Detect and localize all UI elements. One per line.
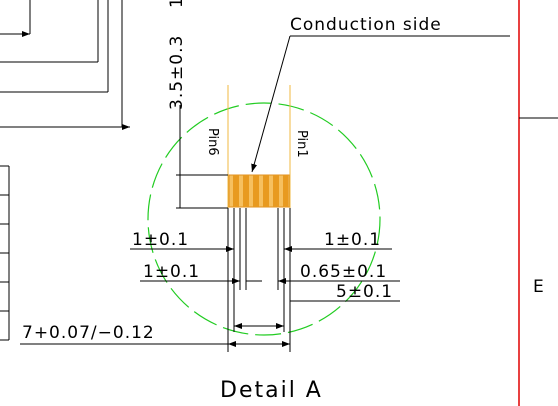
pin-left: Pin6 [205, 128, 220, 156]
pin-right: Pin1 [294, 130, 309, 158]
dimension-lines [20, 35, 510, 352]
connector [227, 85, 291, 208]
dim-pad-width: 0.65±0.1 [300, 262, 387, 282]
conduction-side: Conduction side [290, 15, 442, 35]
dim-gap-left: 1±0.1 [143, 262, 200, 282]
detail-title: Detail A [220, 378, 323, 403]
dim-span: 5±0.1 [336, 282, 393, 302]
dim-pitch-left: 1±0.1 [132, 230, 189, 250]
dim-total: 7+0.07/−0.12 [22, 323, 155, 343]
side-label: E [533, 277, 544, 297]
top-fragment: 1 [167, 0, 187, 8]
dim-pitch-right: 1±0.1 [324, 230, 381, 250]
detail-circle [147, 102, 381, 336]
height-dim: 3.5±0.3 [167, 35, 187, 110]
